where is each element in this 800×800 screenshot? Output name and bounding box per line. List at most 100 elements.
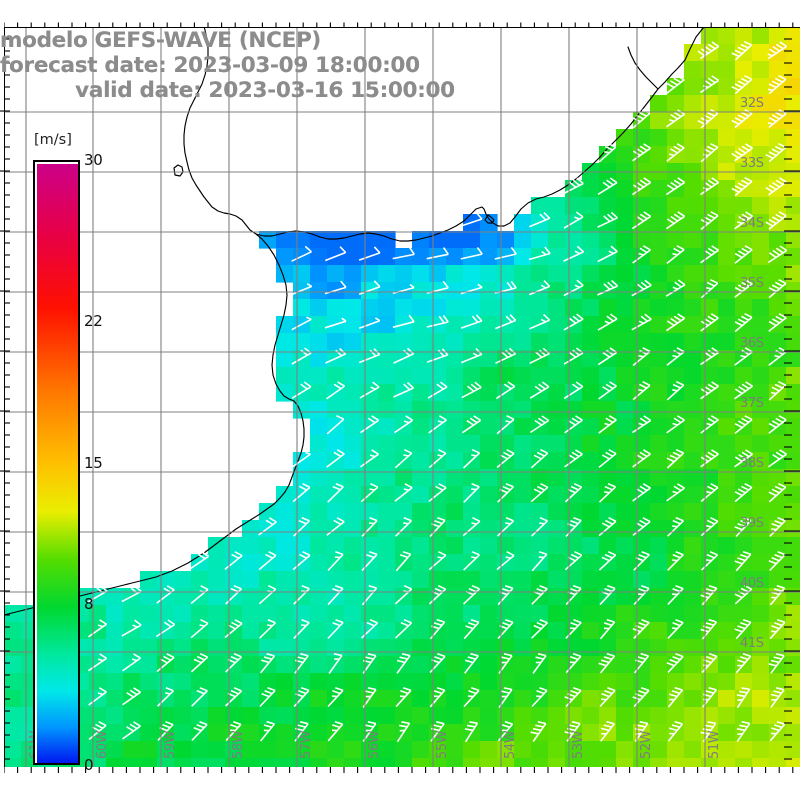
wind-barb <box>631 211 652 230</box>
wind-barb <box>769 720 786 742</box>
wind-barb <box>597 245 618 263</box>
wind-barb <box>632 245 651 264</box>
wind-barb <box>327 550 344 572</box>
wind-barb <box>598 516 617 537</box>
wind-barb <box>769 584 786 606</box>
wind-barb <box>191 720 208 741</box>
wind-barb <box>258 550 277 571</box>
wind-barb <box>497 482 514 503</box>
wind-barb <box>463 686 480 708</box>
wind-barb <box>327 482 344 503</box>
wind-barb <box>563 177 584 195</box>
wind-barb <box>326 381 345 400</box>
wind-barb <box>394 618 413 639</box>
wind-barb <box>530 448 549 469</box>
wind-barb <box>631 313 652 331</box>
wind-barb <box>734 449 753 468</box>
wind-barb <box>769 618 786 640</box>
wind-barb <box>324 280 347 295</box>
wind-barb <box>395 516 412 537</box>
wind-barb <box>697 41 720 60</box>
wind-barb <box>735 652 752 674</box>
wind-barb <box>259 618 276 639</box>
wind-barb <box>768 550 786 571</box>
colorbar-tick-15: 15 <box>84 453 103 472</box>
wind-barb <box>325 347 347 364</box>
wind-barb <box>360 618 379 639</box>
wind-barb <box>494 246 517 260</box>
wind-barb <box>768 415 787 434</box>
wind-barb <box>597 211 618 228</box>
right-tick-ruler <box>784 27 800 760</box>
wind-barb <box>598 652 616 674</box>
wind-barb <box>328 653 343 674</box>
wind-barb <box>392 247 415 260</box>
x-tick-60W: 60W <box>95 730 110 759</box>
wind-barb <box>666 75 685 94</box>
wind-barb <box>326 414 345 435</box>
wind-barb <box>531 618 548 639</box>
wind-barb <box>734 381 753 400</box>
colorbar-units-label: [m/s] <box>34 132 72 148</box>
wind-barb <box>667 584 684 605</box>
wind-barb <box>665 211 686 230</box>
wind-barb <box>599 618 616 640</box>
wind-barb <box>495 381 516 400</box>
wind-barb <box>632 347 651 367</box>
wind-barb <box>765 211 787 230</box>
wind-barb <box>293 516 310 537</box>
wind-barb <box>258 517 277 536</box>
wind-barb <box>700 449 719 468</box>
wind-barb <box>667 516 684 537</box>
wind-barb <box>700 415 719 434</box>
wind-barb <box>292 550 311 571</box>
wind-barb <box>563 211 584 229</box>
wind-barb <box>464 652 479 674</box>
wind-barb <box>292 451 311 468</box>
wind-barb <box>632 517 651 537</box>
x-tick-53W: 53W <box>571 730 586 759</box>
wind-barb <box>259 720 276 742</box>
top-tick-ruler <box>4 22 794 28</box>
y-tick-34S: 34S <box>740 216 764 231</box>
y-tick-37S: 37S <box>740 396 764 411</box>
wind-barb <box>736 687 751 709</box>
wind-barb <box>700 278 719 299</box>
wind-barb <box>359 415 380 434</box>
wind-barb <box>495 314 517 330</box>
wind-barb <box>460 212 483 227</box>
x-tick-55W: 55W <box>435 730 450 759</box>
wind-barb <box>734 482 753 503</box>
wind-barb <box>293 618 310 639</box>
y-tick-33S: 33S <box>740 156 764 171</box>
wind-barb <box>767 245 788 264</box>
wind-barb <box>734 211 753 230</box>
x-tick-56W: 56W <box>367 730 382 759</box>
wind-barb <box>87 653 108 672</box>
y-tick-38S: 38S <box>740 456 764 471</box>
wind-barb <box>768 278 787 299</box>
wind-barb <box>734 550 752 572</box>
wind-barb <box>665 177 686 196</box>
wind-barb <box>666 483 685 502</box>
y-tick-32S: 32S <box>740 96 764 111</box>
wind-barb <box>496 414 515 435</box>
wind-barb <box>291 245 312 262</box>
wind-barb <box>325 246 347 262</box>
wind-barb <box>88 720 107 741</box>
wind-barb <box>768 449 787 468</box>
wind-barb <box>462 516 481 537</box>
wind-barb <box>529 381 550 399</box>
wind-barb <box>392 314 415 329</box>
wind-barb <box>699 177 720 196</box>
wind-barb <box>768 313 787 332</box>
wind-barb <box>731 176 753 197</box>
wind-barb <box>563 313 584 331</box>
x-tick-58W: 58W <box>231 730 246 759</box>
wind-barb <box>666 245 685 265</box>
wind-barb <box>394 448 413 469</box>
wind-barb <box>190 618 209 639</box>
x-tick-54W: 54W <box>503 730 518 759</box>
windspeed-raster <box>4 27 800 767</box>
lat-lon-gridlines <box>4 27 800 767</box>
